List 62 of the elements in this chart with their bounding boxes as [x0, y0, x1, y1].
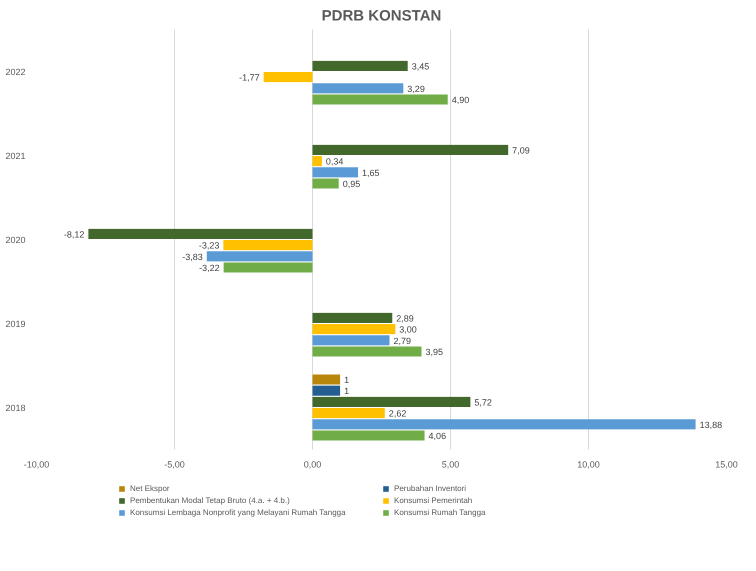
bar: [312, 144, 508, 155]
data-label: 2,89: [396, 313, 414, 324]
bar: [206, 251, 312, 262]
data-label: 3,00: [399, 324, 417, 335]
bar: [312, 374, 340, 385]
data-label: 3,95: [426, 347, 444, 357]
data-label: 5,72: [474, 397, 492, 408]
data-label: -3,23: [198, 240, 220, 251]
data-label: 0,34: [326, 156, 344, 167]
data-label: 1: [344, 375, 350, 385]
bar: [312, 396, 470, 407]
bar: [312, 60, 408, 71]
x-tick-label: -10,00: [24, 460, 50, 470]
data-label: -8,12: [64, 229, 84, 240]
bar: [312, 324, 396, 334]
data-label: -3,22: [199, 263, 220, 273]
y-tick-label: 2019: [5, 319, 26, 329]
bar: [312, 312, 392, 323]
legend-label: Konsumsi Rumah Tangga: [394, 507, 486, 517]
data-label: 2,79: [394, 336, 412, 346]
x-tick-label: 10,00: [577, 460, 600, 470]
y-tick-label: 2020: [5, 235, 26, 245]
legend-label: Konsumsi Pemerintah: [394, 495, 474, 505]
legend-label: Net Ekspor: [130, 483, 171, 493]
y-tick-label: 2022: [5, 67, 26, 77]
x-tick-label: 5,00: [442, 460, 460, 470]
bar: [224, 262, 312, 273]
data-label: -3,83: [182, 252, 203, 262]
data-label: 4,06: [428, 431, 446, 441]
data-label: 13,88: [700, 420, 722, 430]
data-label: -1,77: [239, 72, 260, 83]
bar: [312, 430, 425, 441]
bar: [264, 72, 312, 82]
bar: [312, 156, 322, 166]
bar: [312, 408, 385, 418]
bar: [312, 346, 422, 357]
y-tick-label: 2018: [5, 403, 26, 413]
legend-label: Konsumsi Lembaga Nonprofit yang Melayani Rumah Tangga: [130, 507, 347, 517]
chart-title: PDRB KONSTAN: [322, 8, 442, 24]
bar: [223, 240, 312, 250]
bar: [312, 386, 340, 396]
data-label: 7,09: [512, 145, 530, 156]
bar: [312, 178, 339, 189]
bar: [312, 83, 404, 94]
data-label: 1: [344, 386, 350, 396]
bar: [88, 228, 312, 239]
data-label: 2,62: [388, 408, 406, 419]
data-label: 3,29: [407, 84, 425, 94]
bar: [312, 335, 390, 346]
data-label: 0,95: [342, 179, 360, 189]
data-label: 1,65: [362, 168, 380, 178]
x-tick-label: 0,00: [304, 460, 322, 470]
bar: [312, 419, 696, 430]
legend-label: Perubahan Inventori: [394, 483, 468, 493]
x-tick-label: 15,00: [715, 460, 738, 470]
data-label: 4,90: [452, 95, 470, 105]
bar: [312, 94, 448, 105]
data-label: 3,45: [412, 61, 430, 72]
y-tick-label: 2021: [5, 151, 26, 161]
x-tick-label: -5,00: [164, 460, 185, 470]
bar: [312, 167, 358, 178]
legend-label: Pembentukan Modal Tetap Bruto (4.a. + 4.b.): [130, 495, 291, 505]
